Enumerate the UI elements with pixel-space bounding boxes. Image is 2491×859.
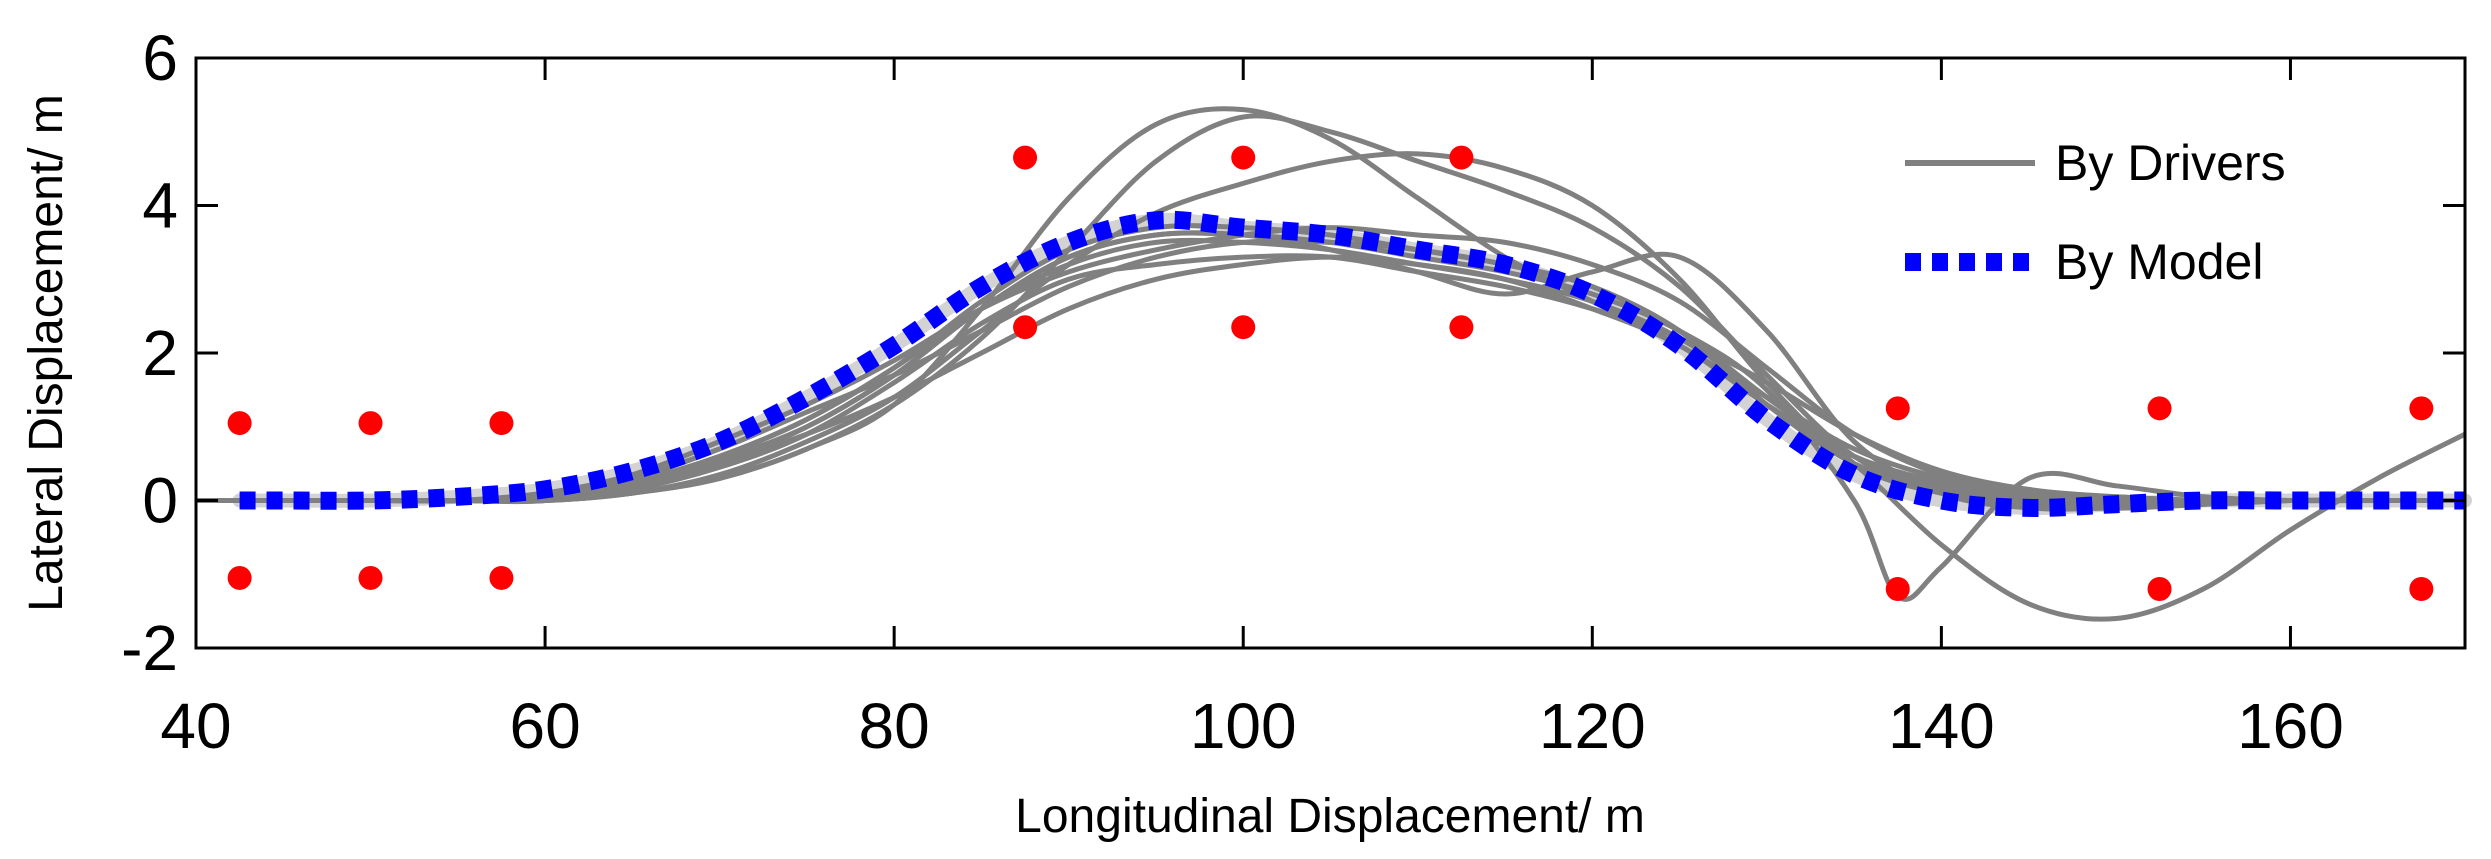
y-tick-label: 4 [142,170,178,242]
x-axis-label: Longitudinal Displacement/ m [1015,790,1645,843]
boundary-point [1013,315,1038,340]
x-tick-label: 140 [1888,690,1995,762]
boundary-point [227,411,252,436]
boundary-point [489,411,514,436]
driver-line-11 [196,237,2467,622]
model-line [239,210,2465,517]
x-tick-label: 80 [859,690,930,762]
y-tick-label: 0 [142,465,178,537]
boundary-point [1449,315,1474,340]
boundary-point [2409,396,2434,421]
boundary-point [2409,577,2434,601]
y-tick-label: 6 [142,22,178,94]
x-tick-label: 40 [160,690,231,762]
x-tick-label: 100 [1190,690,1297,762]
x-tick-label: 120 [1539,690,1646,762]
boundary-point [2147,396,2172,421]
boundary-point [1231,315,1256,340]
boundary-point [489,565,514,590]
boundary-point [1231,145,1256,170]
y-tick-label: 2 [142,317,178,389]
model-trajectory [239,210,2465,517]
y-axis-ticks: -2 0 2 4 6 [121,22,2465,684]
boundary-point [2147,577,2172,601]
y-axis-label: Lateral Displacement/ m [20,94,73,612]
boundary-point [358,411,383,436]
x-tick-label: 60 [509,690,580,762]
legend: By Drivers By Model [1905,135,2286,290]
legend-drivers-label: By Drivers [2055,135,2286,191]
boundary-point [1885,396,1910,421]
y-tick-label: -2 [121,612,178,684]
boundary-point [1013,145,1038,170]
x-tick-label: 160 [2237,690,2344,762]
boundary-points [227,145,2434,601]
legend-model-label: By Model [2055,234,2263,290]
driver-line-5 [196,253,2465,504]
boundary-point [227,565,252,590]
boundary-point [1885,577,1910,601]
boundary-point [358,565,383,590]
x-axis-ticks: 40 60 80 100 120 140 160 [160,58,2344,762]
boundary-point [1449,145,1474,170]
